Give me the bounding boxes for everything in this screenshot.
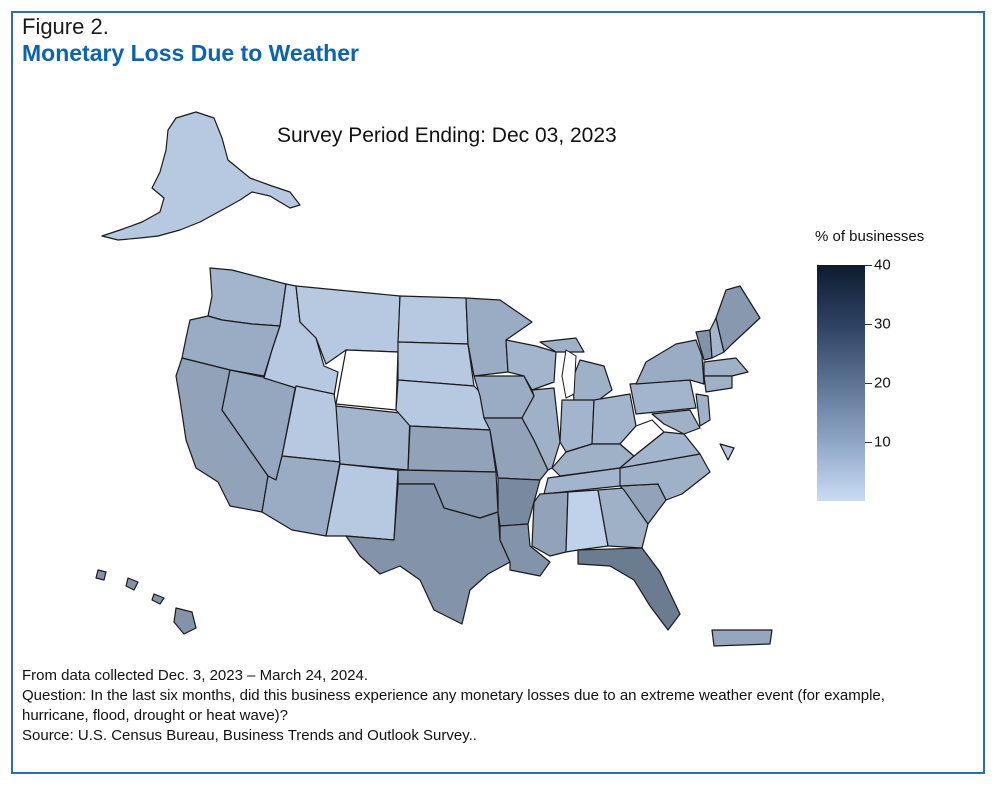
note-question: Question: In the last six months, did th… <box>22 687 885 724</box>
state-ma <box>703 357 749 377</box>
figure-notes: From data collected Dec. 3, 2023 – March… <box>22 666 952 746</box>
note-source: Source: U.S. Census Bureau, Business Tre… <box>22 727 477 744</box>
state-in <box>559 399 595 453</box>
state-ct <box>703 375 733 393</box>
state-ny <box>635 339 705 385</box>
legend-color-bar <box>817 265 865 501</box>
legend-tick-mark <box>865 383 872 384</box>
state-ak <box>101 111 301 241</box>
state-al <box>565 489 609 553</box>
state-ms <box>531 491 569 557</box>
state-me <box>715 285 761 353</box>
state-md <box>651 409 701 435</box>
state-wi <box>505 339 557 391</box>
state-sd <box>397 341 475 387</box>
legend-tick-label: 30 <box>874 315 891 333</box>
state-la <box>499 523 551 577</box>
state-nd <box>397 295 469 345</box>
state-pa <box>629 379 697 415</box>
state-de <box>719 443 735 461</box>
legend-tick-label: 20 <box>874 374 891 392</box>
state-wv <box>619 419 665 457</box>
state-ne <box>395 379 491 431</box>
state-ks <box>407 425 497 473</box>
note-data-collected: From data collected Dec. 3, 2023 – March… <box>22 667 369 684</box>
legend-tick-label: 40 <box>874 256 891 274</box>
state-ga <box>597 487 649 549</box>
legend-tick-mark <box>865 265 872 266</box>
state-wy <box>335 349 399 411</box>
state-fl <box>577 547 681 631</box>
state-tx <box>345 483 511 625</box>
figure-label: Figure 2. <box>22 14 109 39</box>
legend-tick-mark <box>865 324 872 325</box>
state-va <box>619 431 701 469</box>
state-hi <box>95 569 197 635</box>
legend-tick-label: 10 <box>874 433 891 451</box>
state-pr <box>711 629 773 647</box>
state-wa <box>207 267 287 327</box>
legend-title: % of businesses <box>815 228 925 245</box>
state-co <box>335 405 411 471</box>
map-subtitle: Survey Period Ending: Dec 03, 2023 <box>277 124 617 147</box>
legend-tick-mark <box>865 442 872 443</box>
state-nj <box>695 393 711 427</box>
state-nc <box>619 453 711 501</box>
state-il <box>521 387 561 471</box>
figure-title: Monetary Loss Due to Weather <box>22 40 359 66</box>
lake-michigan <box>561 349 577 399</box>
